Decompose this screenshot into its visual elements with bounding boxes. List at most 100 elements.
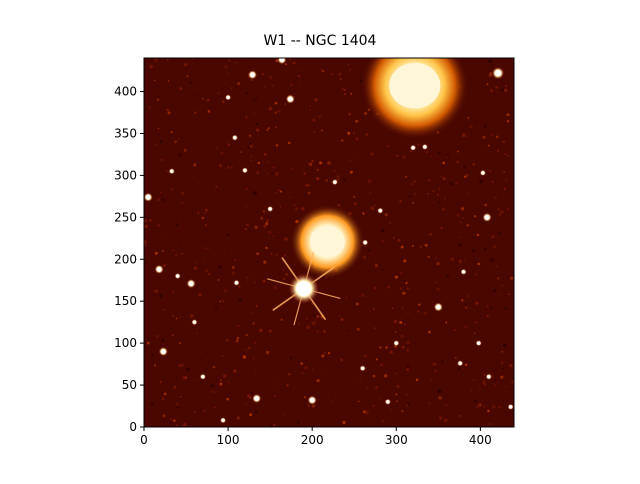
y-tick-label: 250 bbox=[114, 210, 137, 224]
noise-speck bbox=[353, 195, 356, 198]
noise-speck bbox=[501, 350, 504, 353]
noise-speck bbox=[233, 369, 237, 373]
noise-speck bbox=[401, 345, 405, 349]
noise-speck bbox=[154, 251, 158, 255]
noise-speck bbox=[313, 321, 316, 325]
noise-speck bbox=[330, 401, 332, 403]
noise-speck bbox=[330, 73, 333, 76]
noise-speck bbox=[387, 144, 390, 147]
noise-speck bbox=[327, 286, 330, 288]
point-source bbox=[309, 397, 315, 403]
noise-speck bbox=[282, 277, 285, 280]
noise-speck bbox=[327, 161, 331, 165]
noise-speck bbox=[367, 260, 370, 262]
point-source bbox=[250, 72, 255, 78]
point-source bbox=[386, 400, 390, 404]
noise-speck bbox=[275, 144, 279, 147]
noise-speck bbox=[374, 263, 379, 268]
noise-speck bbox=[204, 224, 208, 227]
noise-speck bbox=[202, 97, 204, 100]
noise-speck bbox=[497, 277, 500, 280]
noise-speck bbox=[456, 150, 459, 153]
noise-speck bbox=[367, 248, 371, 252]
noise-speck bbox=[486, 305, 489, 308]
point-source bbox=[494, 70, 502, 77]
point-source bbox=[243, 168, 247, 172]
noise-speck bbox=[263, 153, 267, 156]
noise-speck bbox=[255, 304, 258, 308]
noise-speck bbox=[358, 291, 360, 293]
noise-speck bbox=[506, 113, 510, 117]
noise-speck bbox=[408, 195, 411, 198]
noise-speck bbox=[288, 373, 291, 376]
noise-speck bbox=[391, 307, 394, 310]
star-core bbox=[296, 281, 312, 297]
noise-speck bbox=[411, 244, 414, 247]
point-source bbox=[481, 171, 485, 175]
y-tick-label: 150 bbox=[114, 294, 137, 308]
noise-speck bbox=[224, 289, 228, 293]
noise-speck bbox=[316, 330, 319, 333]
noise-speck bbox=[406, 403, 409, 406]
noise-speck bbox=[395, 393, 398, 396]
noise-speck bbox=[472, 162, 476, 166]
noise-speck bbox=[206, 351, 209, 354]
noise-speck bbox=[369, 191, 372, 194]
noise-speck bbox=[320, 69, 323, 71]
noise-speck bbox=[182, 376, 186, 380]
noise-speck bbox=[348, 69, 351, 72]
noise-speck bbox=[231, 250, 233, 253]
noise-speck bbox=[312, 368, 314, 371]
noise-speck bbox=[254, 225, 258, 230]
noise-speck bbox=[412, 201, 415, 204]
noise-speck bbox=[500, 361, 504, 364]
noise-speck bbox=[443, 418, 448, 423]
noise-speck bbox=[487, 144, 490, 147]
noise-speck bbox=[307, 404, 311, 408]
noise-speck bbox=[498, 405, 501, 409]
noise-speck bbox=[203, 211, 206, 214]
noise-speck bbox=[370, 420, 372, 422]
noise-speck bbox=[413, 161, 416, 164]
noise-speck bbox=[316, 379, 320, 383]
noise-speck bbox=[454, 356, 457, 359]
point-source bbox=[411, 146, 415, 150]
noise-speck bbox=[436, 287, 440, 291]
noise-speck bbox=[319, 161, 323, 165]
noise-speck bbox=[456, 213, 460, 217]
noise-speck bbox=[154, 364, 156, 367]
noise-speck bbox=[295, 76, 298, 79]
noise-speck bbox=[362, 255, 367, 259]
y-tick-label: 300 bbox=[114, 168, 137, 182]
noise-speck bbox=[208, 110, 212, 114]
noise-speck bbox=[410, 150, 412, 153]
noise-speck bbox=[235, 339, 239, 343]
noise-speck bbox=[175, 317, 178, 320]
noise-speck bbox=[272, 235, 274, 238]
noise-speck bbox=[444, 197, 446, 200]
noise-speck bbox=[172, 419, 176, 422]
noise-speck bbox=[226, 71, 229, 74]
noise-speck bbox=[505, 178, 508, 181]
plot-title: W1 -- NGC 1404 bbox=[263, 33, 377, 49]
noise-speck bbox=[309, 109, 312, 111]
point-source bbox=[221, 418, 225, 422]
noise-speck bbox=[453, 329, 456, 332]
noise-speck bbox=[311, 159, 315, 163]
noise-speck bbox=[180, 396, 182, 398]
noise-speck bbox=[379, 363, 384, 367]
noise-speck bbox=[172, 315, 174, 317]
noise-speck bbox=[497, 231, 501, 235]
sky-noise bbox=[144, 58, 514, 427]
noise-speck bbox=[479, 179, 483, 184]
noise-speck bbox=[393, 319, 398, 324]
noise-speck bbox=[211, 390, 213, 393]
noise-speck bbox=[252, 99, 255, 102]
noise-speck bbox=[213, 406, 216, 409]
noise-speck bbox=[304, 396, 306, 399]
noise-speck bbox=[150, 401, 154, 406]
noise-speck bbox=[307, 162, 310, 165]
noise-speck bbox=[218, 163, 223, 168]
noise-speck bbox=[483, 373, 486, 377]
noise-speck bbox=[172, 249, 174, 252]
